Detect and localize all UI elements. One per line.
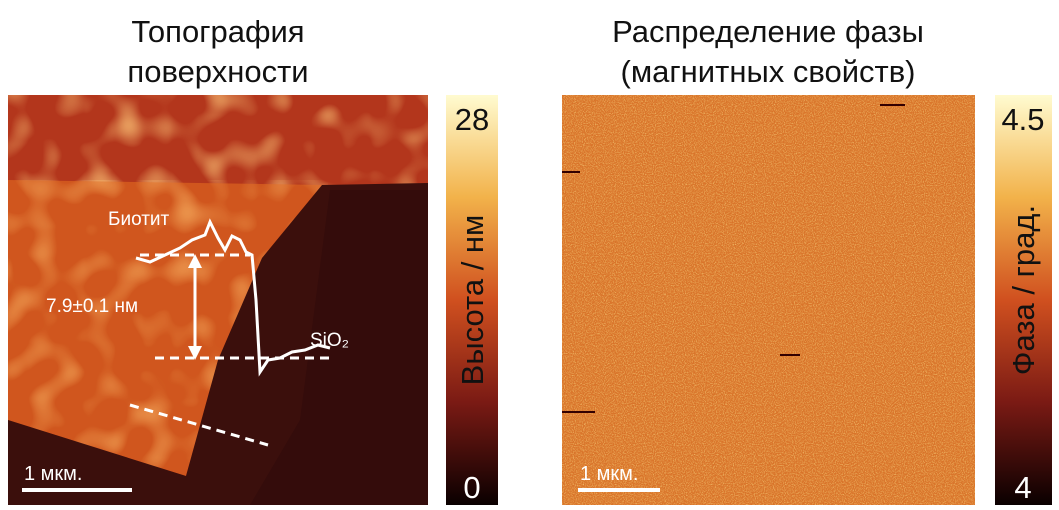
annotation: Биотит (108, 209, 170, 230)
colorbar (995, 95, 1052, 505)
panel-title: Распределение фазы (612, 14, 924, 49)
colorbar-max: 28 (455, 102, 489, 137)
colorbar (446, 95, 498, 505)
colorbar-label: Высота / нм (455, 215, 490, 386)
colorbar-min: 4 (1014, 470, 1031, 505)
panel-title: Топография (131, 14, 304, 49)
colorbar-min: 0 (463, 470, 480, 505)
annotation: 7.9±0.1 нм (46, 296, 138, 317)
panel-title: поверхности (127, 54, 308, 89)
topography-image (8, 95, 428, 505)
colorbar-label: Фаза / град. (1006, 205, 1041, 375)
phase-image (562, 95, 975, 505)
panel-title: (магнитных свойств) (621, 54, 916, 89)
scale-bar-label: 1 мкм. (24, 463, 83, 485)
annotation: SiO₂ (310, 330, 349, 351)
colorbar-max: 4.5 (1001, 102, 1044, 137)
scale-bar-label: 1 мкм. (580, 463, 639, 485)
